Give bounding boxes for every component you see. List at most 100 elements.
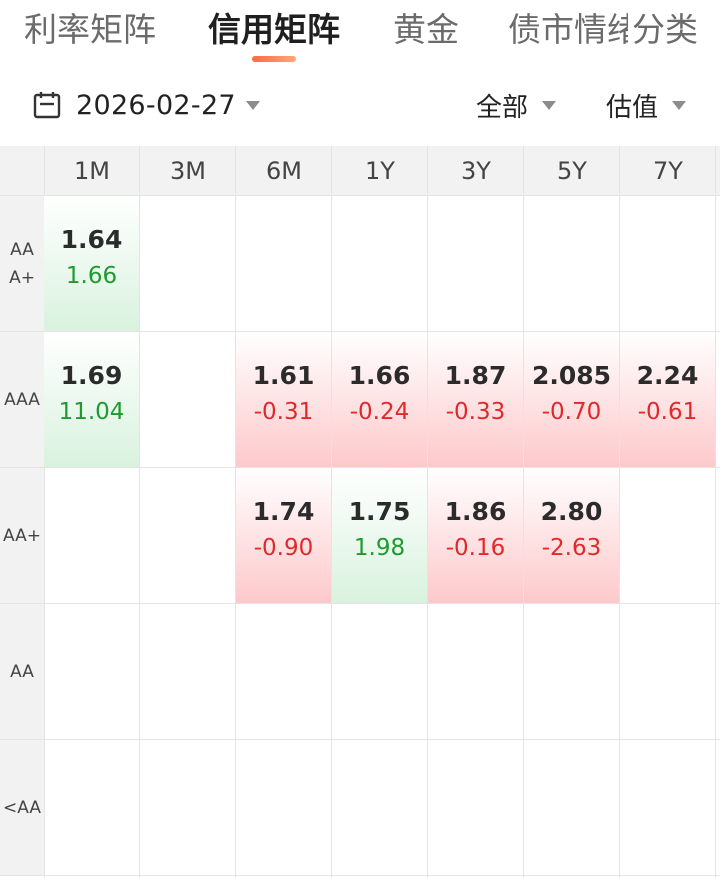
- column-header-3y[interactable]: 3Y: [461, 157, 491, 185]
- chevron-down-icon: [672, 100, 687, 110]
- yield-value: 1.64: [60, 225, 123, 254]
- empty-cell: [620, 196, 715, 331]
- empty-cell: [236, 740, 331, 875]
- grid-divider: [331, 146, 332, 878]
- yield-value: 2.80: [540, 497, 603, 526]
- empty-cell: [332, 740, 427, 875]
- matrix-cell[interactable]: 1.74 -0.90: [236, 468, 331, 603]
- change-value: -0.24: [349, 399, 410, 425]
- column-header-6m[interactable]: 6M: [266, 157, 302, 185]
- row-header: <AA: [0, 740, 44, 875]
- matrix-cell[interactable]: 1.86 -0.16: [428, 468, 523, 603]
- yield-value: 1.66: [348, 361, 411, 390]
- matrix-cell[interactable]: 2.80 -2.63: [524, 468, 619, 603]
- tab-category[interactable]: 分类: [628, 8, 698, 52]
- yield-value: 1.61: [252, 361, 315, 390]
- grid-divider: [0, 195, 720, 196]
- column-header-1m[interactable]: 1M: [74, 157, 110, 185]
- column-header-7y[interactable]: 7Y: [653, 157, 683, 185]
- change-value: -0.31: [253, 399, 314, 425]
- chevron-down-icon: [245, 100, 260, 110]
- grid-divider: [619, 146, 620, 878]
- change-value: -2.63: [541, 535, 602, 561]
- grid-divider: [0, 875, 720, 876]
- tab-rate-matrix[interactable]: 利率矩阵: [24, 10, 156, 49]
- empty-cell: [524, 604, 619, 739]
- empty-cell: [140, 604, 235, 739]
- matrix-cell[interactable]: 2.085 -0.70: [524, 332, 619, 467]
- tab-credit-matrix[interactable]: 信用矩阵: [208, 10, 340, 49]
- empty-cell: [428, 740, 523, 875]
- grid-divider: [523, 146, 524, 878]
- grid-divider: [235, 146, 236, 878]
- active-tab-indicator: [252, 56, 296, 62]
- grid-divider: [44, 146, 45, 878]
- yield-value: 1.69: [60, 361, 123, 390]
- grid-divider: [0, 603, 720, 604]
- matrix-cell[interactable]: 1.66 -0.24: [332, 332, 427, 467]
- date-picker[interactable]: 2026-02-27: [32, 84, 260, 126]
- yield-value: 1.75: [348, 497, 411, 526]
- change-value: 1.66: [65, 263, 118, 289]
- empty-cell: [236, 196, 331, 331]
- grid-divider: [139, 146, 140, 878]
- row-header: AAA: [0, 332, 44, 467]
- filter-bar: 2026-02-27 全部 估值: [0, 66, 720, 144]
- empty-cell: [140, 468, 235, 603]
- matrix-cell[interactable]: 1.87 -0.33: [428, 332, 523, 467]
- empty-cell: [428, 604, 523, 739]
- empty-cell: [140, 196, 235, 331]
- empty-cell: [620, 740, 715, 875]
- scope-label: 全部: [476, 92, 529, 123]
- matrix-cell[interactable]: 1.69 11.04: [44, 332, 139, 467]
- empty-cell: [620, 604, 715, 739]
- matrix-cell[interactable]: 1.75 1.98: [332, 468, 427, 603]
- change-value: -0.16: [445, 535, 506, 561]
- empty-cell: [620, 468, 715, 603]
- empty-cell: [140, 740, 235, 875]
- tab-bar: 利率矩阵 信用矩阵 黄金 债市情绪 分类: [0, 0, 720, 66]
- matrix-cell[interactable]: 1.61 -0.31: [236, 332, 331, 467]
- yield-value: 2.085: [531, 361, 612, 390]
- change-value: 11.04: [58, 399, 125, 425]
- empty-cell: [332, 604, 427, 739]
- change-value: 1.98: [353, 535, 406, 561]
- tab-gold[interactable]: 黄金: [393, 10, 459, 49]
- empty-cell: [140, 332, 235, 467]
- empty-cell: [428, 196, 523, 331]
- chevron-down-icon: [542, 100, 557, 110]
- empty-cell: [44, 468, 139, 603]
- column-header-3m[interactable]: 3M: [170, 157, 206, 185]
- empty-cell: [524, 196, 619, 331]
- empty-cell: [44, 740, 139, 875]
- row-header: AA: [0, 604, 44, 739]
- scope-dropdown[interactable]: 全部: [476, 84, 557, 126]
- yield-value: 1.86: [444, 497, 507, 526]
- empty-cell: [44, 604, 139, 739]
- metric-label: 估值: [606, 92, 659, 123]
- column-header-5y[interactable]: 5Y: [557, 157, 587, 185]
- yield-value: 1.87: [444, 361, 507, 390]
- date-value: 2026-02-27: [76, 89, 236, 121]
- column-header-1y[interactable]: 1Y: [365, 157, 395, 185]
- matrix-cell[interactable]: 1.64 1.66: [44, 196, 139, 331]
- calendar-icon: [33, 92, 61, 119]
- empty-cell: [524, 740, 619, 875]
- empty-cell: [236, 604, 331, 739]
- grid-divider: [0, 739, 720, 740]
- tab-bond-sentiment[interactable]: 债市情绪: [508, 10, 640, 49]
- metric-dropdown[interactable]: 估值: [606, 84, 687, 126]
- row-header: AA+: [0, 468, 44, 603]
- grid-divider: [0, 331, 720, 332]
- change-value: -0.90: [253, 535, 314, 561]
- grid-divider: [715, 146, 716, 878]
- credit-matrix-grid: 1M 3M 6M 1Y 3Y 5Y 7Y AAA+ 1.64 1.66 AAA 1.69 11.04 1.…: [0, 146, 720, 878]
- grid-divider: [0, 467, 720, 468]
- row-header: AAA+: [0, 196, 44, 331]
- empty-cell: [332, 196, 427, 331]
- yield-value: 2.24: [636, 361, 699, 390]
- matrix-cell[interactable]: 2.24 -0.61: [620, 332, 715, 467]
- yield-value: 1.74: [252, 497, 315, 526]
- change-value: -0.70: [541, 399, 602, 425]
- change-value: -0.61: [637, 399, 698, 425]
